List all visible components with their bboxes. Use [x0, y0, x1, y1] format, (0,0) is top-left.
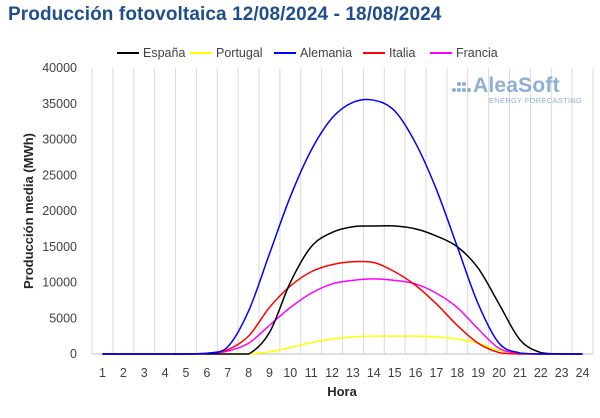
x-tick-label: 9: [266, 366, 273, 380]
x-tick-label: 23: [555, 366, 569, 380]
y-tick-label: 15000: [42, 240, 77, 254]
x-tick-label: 6: [203, 366, 210, 380]
legend-item-alemania: Alemania: [274, 44, 352, 62]
x-tick-label: 16: [409, 366, 423, 380]
x-tick-label: 18: [450, 366, 464, 380]
legend-label-alemania: Alemania: [300, 46, 353, 60]
x-tick-label: 7: [224, 366, 231, 380]
legend-label-portugal: Portugal: [216, 46, 263, 60]
x-tick-label: 12: [325, 366, 339, 380]
y-tick-label: 5000: [49, 311, 77, 325]
legend-swatch-espana: [117, 52, 139, 54]
y-axis-title: Producción media (MWh): [21, 133, 36, 289]
x-tick-label: 8: [245, 366, 252, 380]
logo-dots-icon: [452, 82, 471, 92]
y-tick-label: 25000: [42, 168, 77, 182]
x-tick-label: 11: [305, 366, 318, 380]
x-tick-label: 19: [471, 366, 485, 380]
legend-label-espana: España: [143, 46, 186, 60]
x-tick-label: 13: [346, 366, 360, 380]
tick-labels: 0 5000 10000 15000 20000 25000 30000 35000 40000…: [42, 61, 589, 380]
logo-brand: AleaSoft: [473, 74, 560, 97]
legend-label-italia: Italia: [389, 46, 416, 60]
y-tick-label: 35000: [42, 97, 77, 111]
chart-legend: España Portugal Alemania Italia Francia: [0, 44, 600, 62]
x-tick-label: 10: [283, 366, 297, 380]
x-tick-label: 1: [99, 366, 106, 380]
legend-swatch-italia: [363, 52, 385, 54]
x-tick-label: 20: [492, 366, 506, 380]
legend-item-italia: Italia: [363, 44, 415, 62]
x-tick-label: 22: [534, 366, 548, 380]
y-tick-label: 10000: [42, 276, 77, 290]
legend-swatch-portugal: [190, 52, 212, 54]
gridlines: [91, 68, 594, 354]
x-tick-label: 4: [162, 366, 169, 380]
x-tick-label: 17: [429, 366, 443, 380]
legend-item-portugal: Portugal: [190, 44, 263, 62]
logo-tagline: ENERGY FORECASTING: [489, 96, 583, 105]
y-tick-label: 0: [70, 347, 77, 361]
x-tick-label: 2: [120, 366, 127, 380]
x-tick-label: 21: [513, 366, 527, 380]
legend-item-espana: España: [117, 44, 185, 62]
legend-swatch-francia: [430, 52, 452, 54]
y-tick-label: 40000: [42, 61, 77, 75]
legend-swatch-alemania: [274, 52, 296, 54]
series-line-alemania: [102, 98, 583, 355]
x-tick-label: 5: [182, 366, 189, 380]
x-axis-title: Hora: [327, 384, 357, 399]
chart-title: Producción fotovoltaica 12/08/2024 - 18/…: [8, 4, 442, 25]
aleasoft-logo: AleaSoft ENERGY FORECASTING: [447, 74, 587, 106]
y-tick-label: 20000: [42, 204, 77, 218]
series-lines: [102, 98, 583, 355]
y-tick-label: 30000: [42, 133, 77, 147]
x-tick-label: 15: [388, 366, 402, 380]
legend-label-francia: Francia: [456, 46, 498, 60]
legend-item-francia: Francia: [430, 44, 498, 62]
x-tick-label: 24: [576, 366, 590, 380]
x-tick-label: 14: [367, 366, 381, 380]
x-tick-label: 3: [141, 366, 148, 380]
